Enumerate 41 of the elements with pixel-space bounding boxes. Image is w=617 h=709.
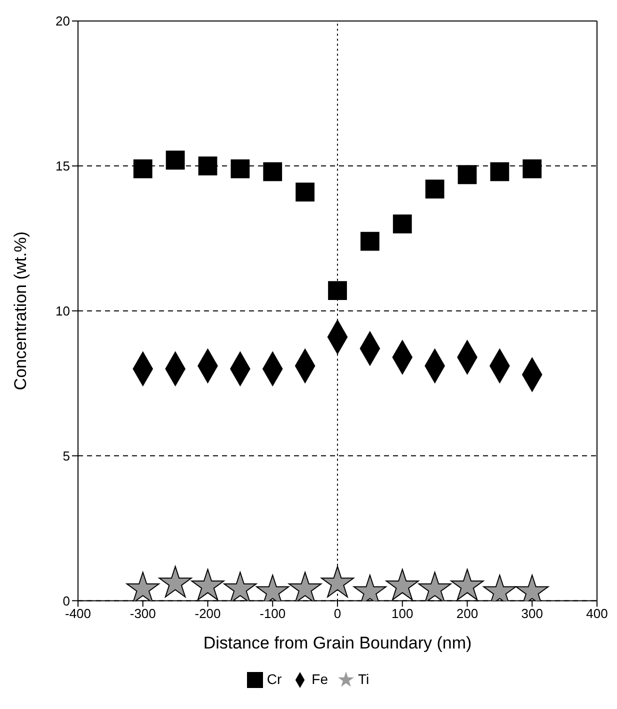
x-tick-label: 400	[586, 606, 608, 621]
point	[522, 159, 542, 178]
y-axis-title: Concentration (wt.%)	[11, 231, 30, 390]
x-axis-title: Distance from Grain Boundary (nm)	[203, 634, 472, 653]
x-tick-label: -200	[194, 606, 221, 621]
x-tick-label: 0	[334, 606, 342, 621]
point	[224, 572, 257, 601]
x-tick-label: 300	[521, 606, 543, 621]
y-tick-label: 15	[56, 158, 70, 174]
point	[263, 162, 282, 182]
point	[296, 182, 315, 202]
legend-label: Cr	[266, 670, 282, 687]
point	[392, 214, 412, 234]
y-tick-label: 10	[56, 303, 70, 318]
point	[458, 165, 477, 184]
point	[450, 568, 484, 600]
x-tick-label: -400	[64, 606, 92, 621]
point	[360, 232, 380, 251]
point	[166, 150, 185, 170]
point	[320, 566, 354, 598]
x-tick-label: 100	[392, 606, 414, 621]
point	[126, 572, 160, 601]
point	[418, 572, 452, 601]
point	[288, 572, 322, 601]
point	[191, 568, 224, 600]
point	[133, 159, 152, 178]
point	[425, 180, 444, 199]
legend-label: Fe	[312, 670, 328, 687]
y-tick-label: 5	[62, 448, 70, 464]
point	[158, 566, 192, 598]
point	[230, 159, 250, 178]
point	[490, 162, 510, 182]
x-tick-label: -300	[130, 606, 156, 621]
y-tick-label: 20	[56, 14, 70, 29]
x-tick-label: -100	[260, 606, 286, 621]
x-tick-label: 200	[456, 606, 478, 621]
point	[198, 156, 218, 176]
y-tick-label: 0	[62, 593, 70, 608]
point	[386, 568, 419, 600]
legend-label: Ti	[358, 670, 370, 687]
point	[328, 281, 347, 300]
